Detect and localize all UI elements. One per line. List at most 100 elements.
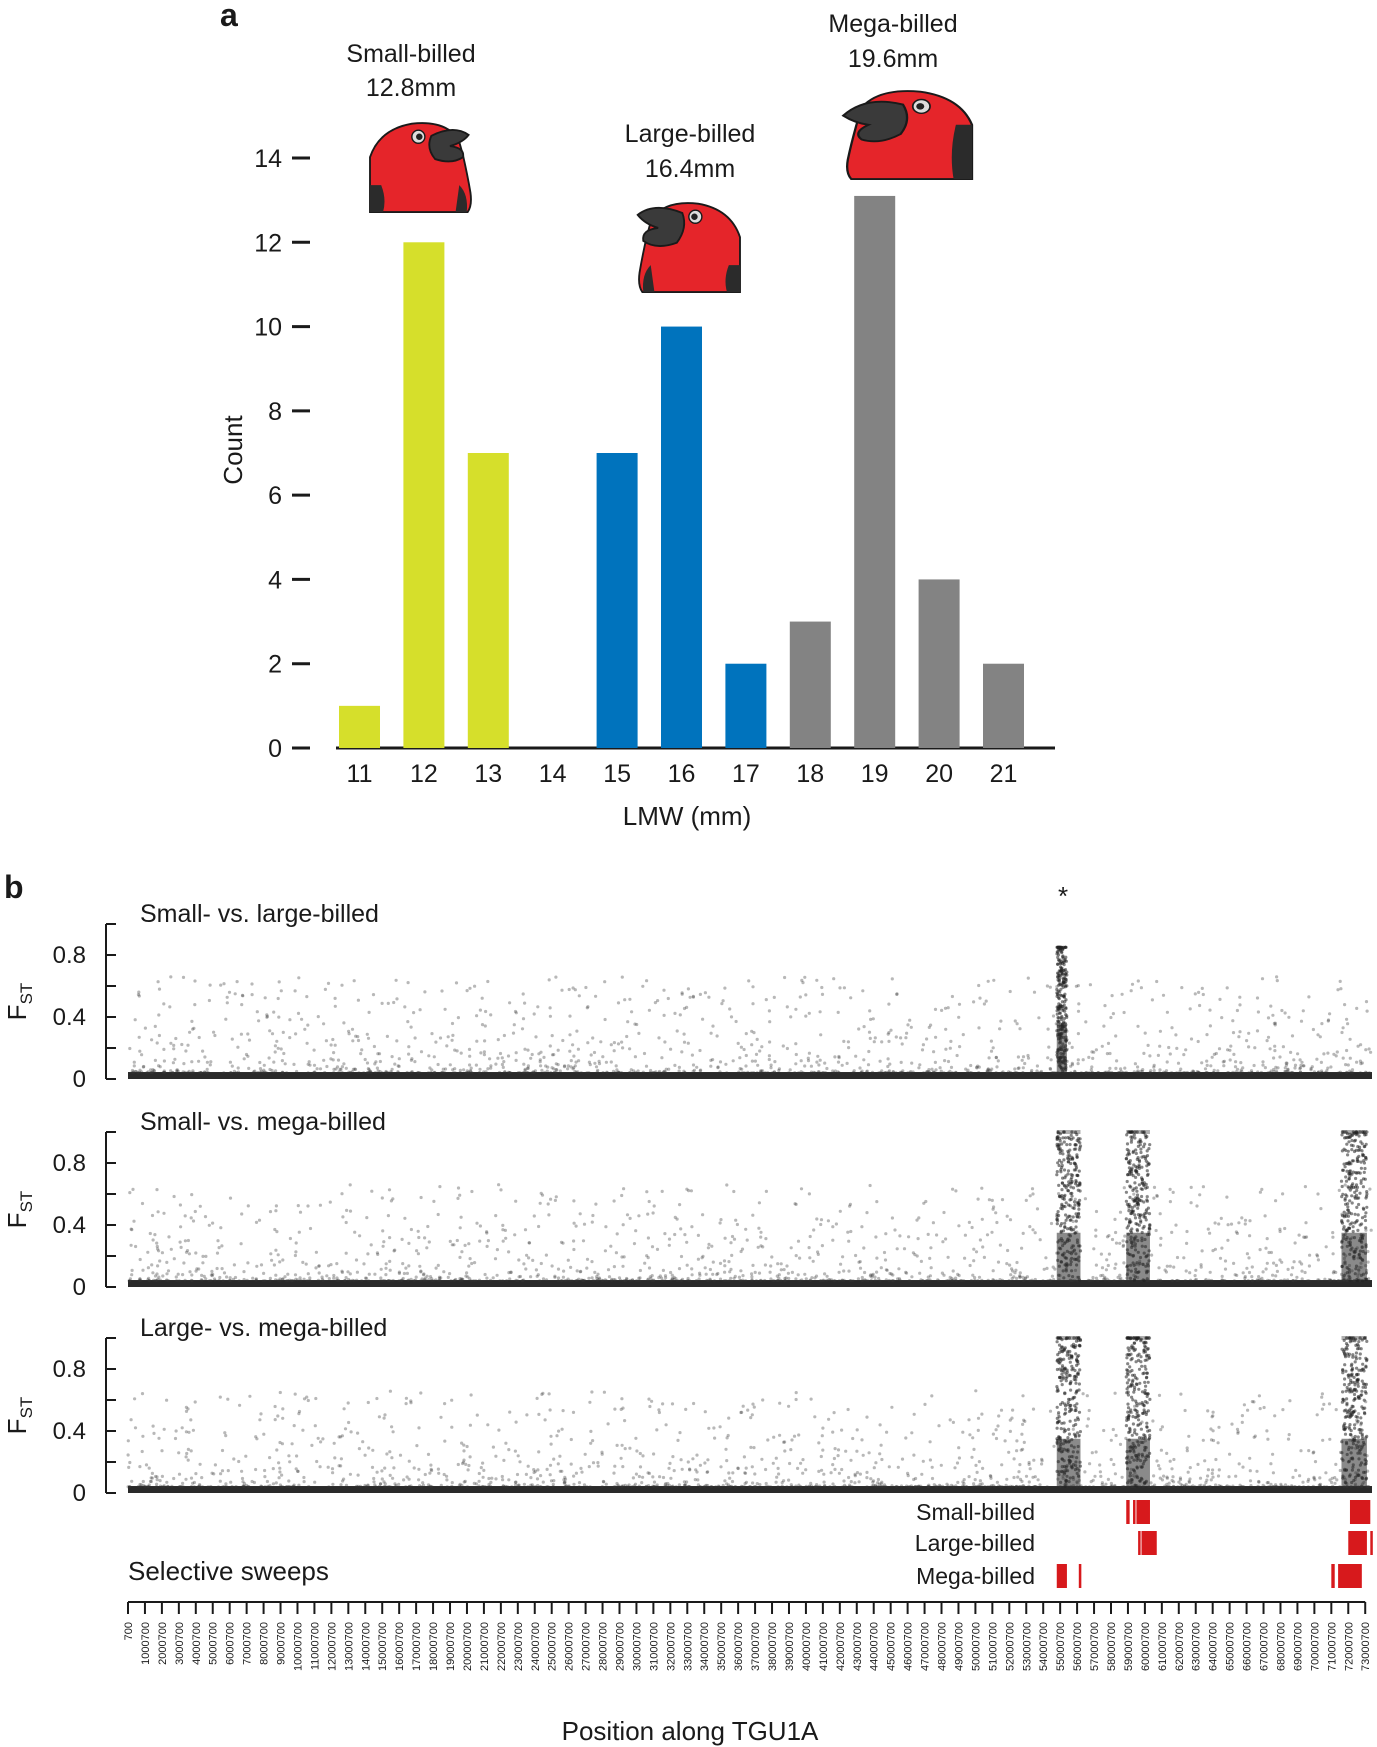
fst-point	[711, 1024, 715, 1028]
fst-point	[661, 1402, 665, 1406]
fst-point	[1222, 1279, 1226, 1283]
fst-point	[461, 1460, 466, 1464]
fst-point	[751, 1263, 755, 1267]
fst-point	[985, 1233, 990, 1237]
fst-point	[1149, 1069, 1153, 1073]
fst-point	[615, 1068, 619, 1072]
fst-point	[548, 1014, 553, 1018]
fst-point	[700, 1256, 704, 1260]
fst-point	[271, 1467, 275, 1471]
fst-point	[158, 1278, 162, 1282]
fst-point	[816, 1054, 820, 1058]
fst-point	[926, 1278, 930, 1282]
fst-point	[1154, 1228, 1158, 1233]
fst-point	[1296, 1052, 1300, 1056]
fst-point	[1070, 1061, 1074, 1065]
fst-point	[1021, 1422, 1025, 1426]
fst-point	[1203, 1459, 1207, 1463]
fst-point	[1331, 1484, 1335, 1488]
fst-point	[1111, 1012, 1115, 1016]
fst-point	[495, 1248, 499, 1252]
fst-point	[516, 1483, 520, 1487]
fst-peak-point	[1055, 1222, 1059, 1226]
fst-point	[215, 1266, 219, 1271]
fst-point	[806, 1059, 811, 1063]
fst-point	[1094, 1276, 1098, 1280]
fst-point	[302, 1397, 307, 1401]
fst-point	[274, 1278, 278, 1282]
fst-point	[407, 1459, 411, 1463]
fst-point	[788, 1068, 792, 1072]
fst-point	[1366, 1260, 1370, 1264]
x-tick-label: 11	[347, 760, 373, 788]
fst-peak-point	[1357, 1202, 1361, 1207]
fst-point	[1269, 1069, 1273, 1073]
fst-point	[1248, 1234, 1252, 1238]
fst-point	[479, 1051, 483, 1055]
fst-point	[1211, 1410, 1215, 1414]
fst-point	[464, 1274, 468, 1278]
fst-point	[855, 1428, 859, 1432]
fst-y-tick-label: 0.4	[53, 1418, 86, 1445]
fst-peak-point	[1133, 1130, 1137, 1134]
fst-point	[505, 1485, 510, 1489]
fst-point	[514, 1011, 518, 1015]
fst-point	[1017, 1470, 1021, 1474]
fst-point	[750, 1275, 754, 1279]
fst-point	[704, 1483, 708, 1487]
fst-point	[813, 1485, 817, 1489]
fst-point	[1004, 1483, 1008, 1487]
fst-point	[756, 1245, 760, 1249]
fst-point	[635, 1279, 639, 1283]
fst-point	[732, 1276, 736, 1280]
fst-point	[1300, 1060, 1304, 1064]
fst-point	[449, 1279, 453, 1283]
fst-point	[1035, 1069, 1039, 1073]
fst-peak-point	[1066, 1160, 1070, 1164]
fst-point	[148, 1479, 153, 1483]
fst-point	[1211, 1475, 1215, 1479]
fst-point	[251, 1071, 255, 1075]
fst-point	[973, 1276, 977, 1280]
fst-point	[1090, 1050, 1094, 1054]
fst-point	[565, 1278, 569, 1283]
fst-point	[1099, 1274, 1103, 1278]
fst-point	[514, 1278, 518, 1282]
fst-point	[891, 1070, 896, 1074]
fst-point	[150, 1071, 155, 1075]
fst-point	[1142, 1051, 1146, 1055]
fst-point	[407, 1241, 411, 1245]
fst-point	[247, 1038, 252, 1042]
fst-point	[180, 1485, 184, 1489]
fst-point	[312, 1063, 317, 1067]
fst-peak-point	[1138, 1139, 1142, 1143]
fst-point	[656, 999, 660, 1003]
fst-point	[274, 1069, 278, 1073]
fst-point	[794, 1052, 798, 1057]
fst-point	[206, 1071, 210, 1075]
fst-point	[753, 1059, 758, 1063]
fst-point	[184, 1430, 188, 1434]
fst-point	[879, 1443, 883, 1447]
fst-peak-point	[1360, 1149, 1364, 1153]
fst-peak-point	[1357, 1196, 1361, 1200]
fst-point	[1008, 1070, 1013, 1075]
fst-peak-point	[1061, 985, 1065, 990]
fst-point	[1223, 1267, 1228, 1271]
fst-point	[220, 1469, 225, 1473]
fst-point	[196, 1485, 200, 1489]
fst-point	[1185, 1229, 1189, 1234]
fst-point	[1289, 1050, 1293, 1054]
fst-point	[1326, 1018, 1331, 1022]
fst-point	[660, 1056, 664, 1060]
fst-point	[416, 1229, 420, 1233]
fst-point	[1037, 1016, 1041, 1020]
fst-point	[529, 1056, 533, 1060]
fst-point	[858, 1472, 863, 1476]
fst-point	[574, 1471, 579, 1475]
fst-point	[860, 1438, 864, 1442]
fst-point	[146, 1278, 150, 1282]
fst-point	[1241, 1271, 1245, 1275]
fst-point	[961, 1033, 965, 1037]
